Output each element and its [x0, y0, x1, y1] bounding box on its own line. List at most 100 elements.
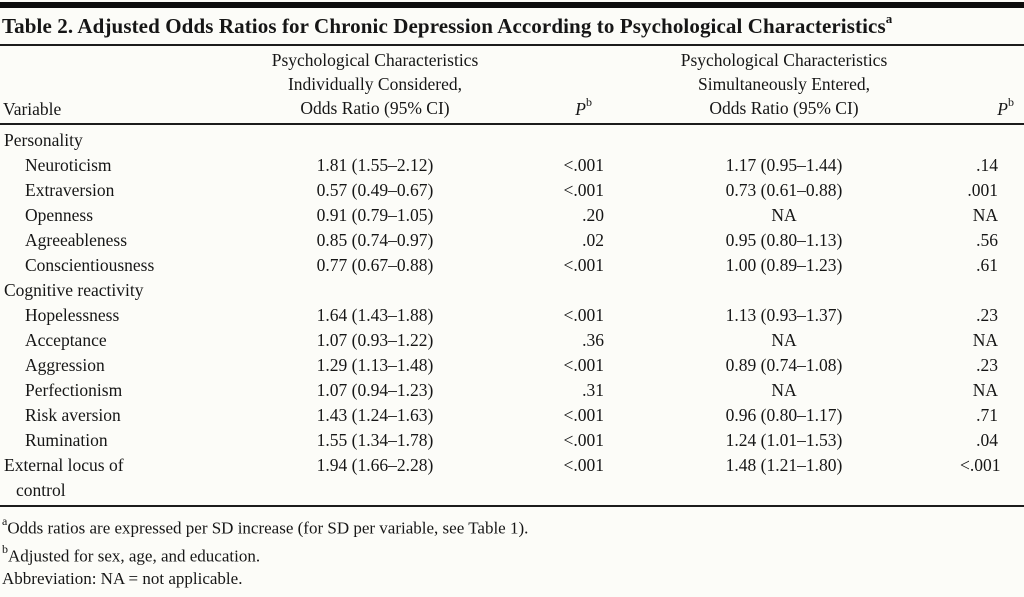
- table-row-aggression: Aggression 1.29 (1.13–1.48) <.001 0.89 (…: [0, 353, 1024, 378]
- cell-variable: Openness: [25, 205, 94, 225]
- footnote-rule: [0, 505, 1024, 507]
- cell-p2: .56: [976, 230, 998, 250]
- col-header-line: Simultaneously Entered,: [697, 74, 871, 94]
- cell-or1: 0.91 (0.79–1.05): [316, 205, 434, 225]
- cell-or2: 1.24 (1.01–1.53): [725, 430, 843, 450]
- cell-or2: [608, 124, 960, 153]
- cell-or2: NA: [771, 380, 797, 400]
- cell-p1: [520, 278, 608, 303]
- cell-variable: Hopelessness: [25, 305, 120, 325]
- table-row-hopelessness: Hopelessness 1.64 (1.43–1.88) <.001 1.13…: [0, 303, 1024, 328]
- cell-p1: <.001: [563, 305, 605, 325]
- table-title-superscript: a: [885, 11, 893, 26]
- cell-or2: 1.00 (0.89–1.23): [725, 255, 843, 275]
- cell-variable-line2: control: [16, 480, 66, 500]
- table-row-extraversion: Extraversion 0.57 (0.49–0.67) <.001 0.73…: [0, 178, 1024, 203]
- col-header-variable: Variable: [0, 46, 230, 125]
- cell-p2: .23: [976, 305, 998, 325]
- cell-or1: 0.85 (0.74–0.97): [316, 230, 434, 250]
- table-row-conscientiousness: Conscientiousness 0.77 (0.67–0.88) <.001…: [0, 253, 1024, 278]
- cell-or2: 0.96 (0.80–1.17): [725, 405, 843, 425]
- cell-or2: 0.89 (0.74–1.08): [725, 355, 843, 375]
- cell-p1: [520, 124, 608, 153]
- cell-or2: NA: [771, 205, 797, 225]
- col-header-line: Odds Ratio (95% CI): [300, 98, 450, 118]
- cell-p2: .04: [976, 430, 998, 450]
- cell-p2: NA: [972, 380, 998, 400]
- cell-or2: 1.13 (0.93–1.37): [725, 305, 843, 325]
- cell-p1: .20: [582, 205, 604, 225]
- cell-p2: NA: [972, 330, 998, 350]
- col-header-individually-considered: Psychological Characteristics Individual…: [230, 46, 520, 125]
- cell-p1: <.001: [563, 255, 605, 275]
- table-body: Personality Neuroticism 1.81 (1.55–2.12)…: [0, 124, 1024, 503]
- footnotes: aOdds ratios are expressed per SD increa…: [0, 507, 1024, 591]
- cell-variable: External locus of control: [0, 453, 230, 503]
- cell-or2: 0.73 (0.61–0.88): [725, 180, 843, 200]
- table-row-rumination: Rumination 1.55 (1.34–1.78) <.001 1.24 (…: [0, 428, 1024, 453]
- cell-p2: <.001: [960, 455, 1001, 475]
- cell-or2: 1.17 (0.95–1.44): [725, 155, 843, 175]
- cell-or1: 1.07 (0.93–1.22): [316, 330, 434, 350]
- cell-p1: <.001: [563, 180, 605, 200]
- cell-or1: 1.64 (1.43–1.88): [316, 305, 434, 325]
- table-title-text: Table 2. Adjusted Odds Ratios for Chroni…: [2, 13, 886, 38]
- cell-variable: Conscientiousness: [25, 255, 155, 275]
- cell-p2: [960, 124, 1024, 153]
- cell-or1: 1.43 (1.24–1.63): [316, 405, 434, 425]
- p-label: P: [997, 99, 1008, 119]
- cell-p2: .61: [976, 255, 998, 275]
- cell-p1: <.001: [563, 405, 605, 425]
- cell-or1: 1.29 (1.13–1.48): [316, 355, 434, 375]
- table-row-section-personality: Personality: [0, 124, 1024, 153]
- cell-or1: 1.07 (0.94–1.23): [316, 380, 434, 400]
- table-row-agreeableness: Agreeableness 0.85 (0.74–0.97) .02 0.95 …: [0, 228, 1024, 253]
- table-row-external-locus-of-control: External locus of control 1.94 (1.66–2.2…: [0, 453, 1024, 503]
- p-superscript: b: [1008, 95, 1014, 110]
- top-heavy-rule: [0, 2, 1024, 8]
- cell-p2: .14: [976, 155, 998, 175]
- cell-or1: 0.57 (0.49–0.67): [316, 180, 434, 200]
- cell-or1: 1.81 (1.55–2.12): [316, 155, 434, 175]
- p-superscript: b: [586, 95, 592, 110]
- cell-variable: Agreeableness: [25, 230, 128, 250]
- cell-or1: [230, 124, 520, 153]
- cell-variable: Extraversion: [25, 180, 115, 200]
- col-header-simultaneously-entered: Psychological Characteristics Simultaneo…: [608, 46, 960, 125]
- title-rule: [0, 44, 1024, 46]
- cell-p1: <.001: [563, 430, 605, 450]
- odds-ratio-table: Variable Psychological Characteristics I…: [0, 46, 1024, 503]
- footnote-text: Adjusted for sex, age, and education.: [8, 546, 261, 566]
- cell-variable: Rumination: [25, 430, 108, 450]
- cell-p1: <.001: [563, 355, 605, 375]
- cell-variable: Risk aversion: [25, 405, 121, 425]
- footnote-superscript: a: [2, 514, 8, 528]
- table-header: Variable Psychological Characteristics I…: [0, 46, 1024, 125]
- cell-variable-line1: External locus of: [4, 455, 124, 475]
- table-row-neuroticism: Neuroticism 1.81 (1.55–2.12) <.001 1.17 …: [0, 153, 1024, 178]
- cell-or1: 0.77 (0.67–0.88): [316, 255, 434, 275]
- table-row-perfectionism: Perfectionism 1.07 (0.94–1.23) .31 NA NA: [0, 378, 1024, 403]
- cell-variable: Neuroticism: [25, 155, 112, 175]
- cell-p1: .02: [582, 230, 604, 250]
- cell-or1: 1.94 (1.66–2.28): [316, 455, 434, 475]
- col-header-line: Psychological Characteristics: [680, 50, 888, 70]
- col-header-line: Odds Ratio (95% CI): [709, 98, 859, 118]
- cell-variable: Personality: [4, 130, 83, 150]
- footnote-text: Abbreviation: NA = not applicable.: [2, 569, 243, 589]
- col-header-p2: Pb: [960, 46, 1024, 125]
- cell-p2: .71: [976, 405, 998, 425]
- cell-p1: <.001: [563, 455, 605, 475]
- footnote-a: aOdds ratios are expressed per SD increa…: [2, 512, 1022, 540]
- header-row: Variable Psychological Characteristics I…: [0, 46, 1024, 125]
- footnote-abbreviation: Abbreviation: NA = not applicable.: [2, 568, 1022, 591]
- cell-variable: Cognitive reactivity: [4, 280, 144, 300]
- table-row-acceptance: Acceptance 1.07 (0.93–1.22) .36 NA NA: [0, 328, 1024, 353]
- cell-or1: [230, 278, 520, 303]
- cell-variable: Acceptance: [25, 330, 107, 350]
- p-label: P: [575, 99, 586, 119]
- col-header-p1: Pb: [520, 46, 608, 125]
- cell-or1: 1.55 (1.34–1.78): [316, 430, 434, 450]
- cell-variable: Aggression: [25, 355, 105, 375]
